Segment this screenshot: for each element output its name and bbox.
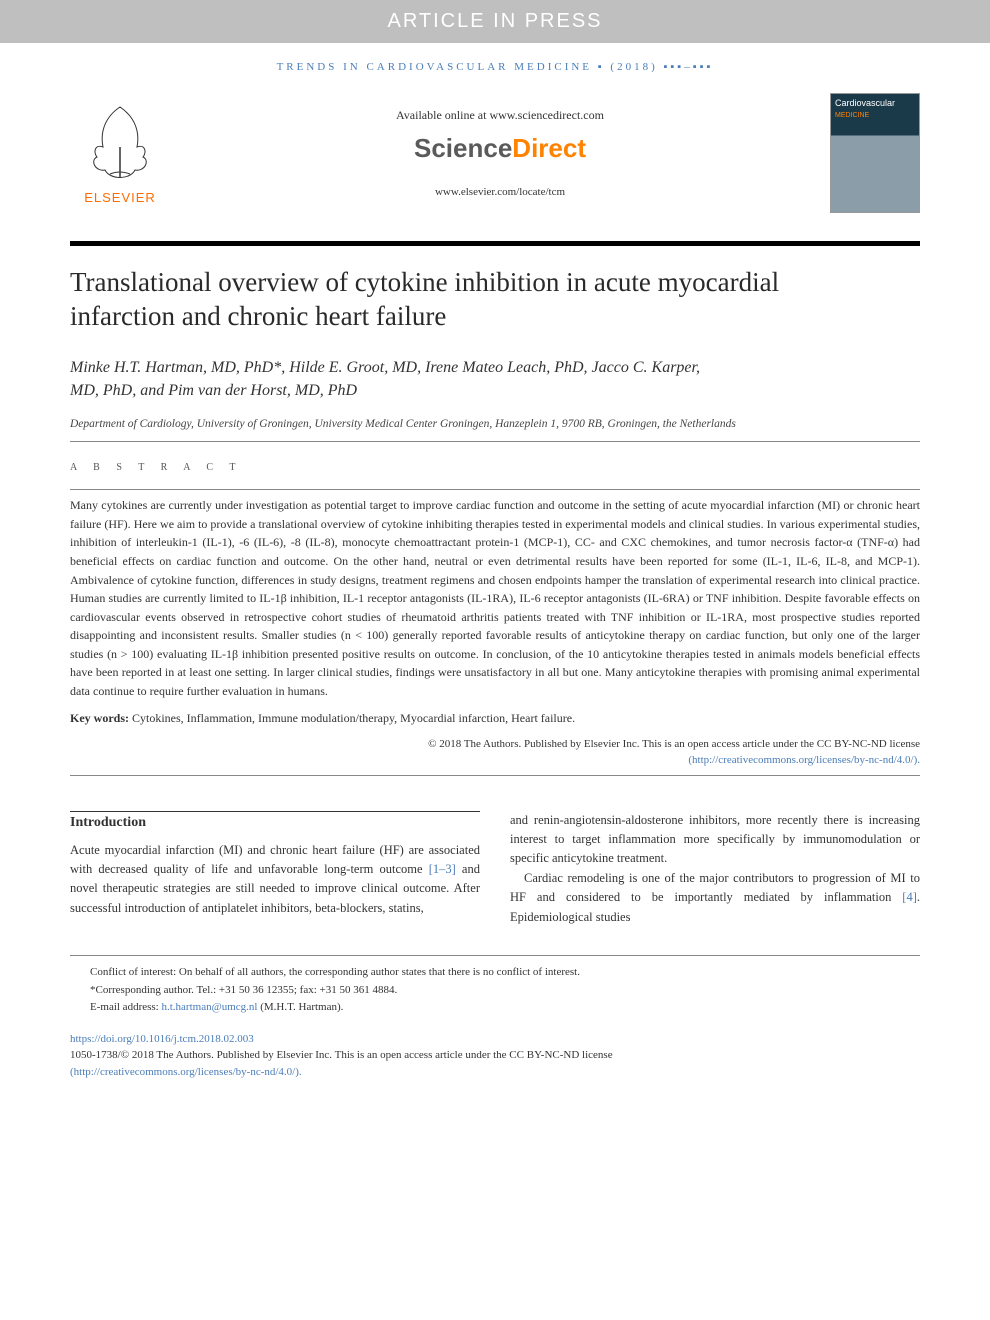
affiliation: Department of Cardiology, University of … <box>70 416 810 433</box>
sd-word-science: Science <box>414 133 512 163</box>
cover-title: Cardiovascular <box>831 94 919 112</box>
email-label: E-mail address: <box>90 1001 159 1013</box>
cover-subtitle: MEDICINE <box>831 112 919 119</box>
author-list: Minke H.T. Hartman, MD, PhD*, Hilde E. G… <box>70 356 710 402</box>
license-link-2[interactable]: (http://creativecommons.org/licenses/by-… <box>70 1066 302 1078</box>
intro-paragraph-2a: and renin-angiotensin-aldosterone inhibi… <box>510 811 920 869</box>
article-in-press-watermark: ARTICLE IN PRESS <box>0 0 990 43</box>
journal-cover-thumbnail[interactable]: Cardiovascular MEDICINE <box>830 93 920 213</box>
license-link[interactable]: (http://creativecommons.org/licenses/by-… <box>688 754 920 766</box>
email-link[interactable]: h.t.hartman@umcg.nl <box>161 1001 257 1013</box>
doi-link[interactable]: https://doi.org/10.1016/j.tcm.2018.02.00… <box>70 1033 254 1045</box>
corresponding-author-line: *Corresponding author. Tel.: +31 50 36 1… <box>70 982 920 1000</box>
copyright-text: © 2018 The Authors. Published by Elsevie… <box>428 738 920 750</box>
conflict-of-interest: Conflict of interest: On behalf of all a… <box>70 964 920 982</box>
copyright-block: © 2018 The Authors. Published by Elsevie… <box>70 736 920 769</box>
abstract-text: Many cytokines are currently under inves… <box>70 496 920 701</box>
keywords-list: Cytokines, Inflammation, Immune modulati… <box>132 711 575 725</box>
article-title: Translational overview of cytokine inhib… <box>70 266 810 334</box>
sd-word-direct: Direct <box>512 133 586 163</box>
rule <box>70 775 920 776</box>
citation-link[interactable]: [1–3] <box>429 862 456 876</box>
body-columns: Introduction Acute myocardial infarction… <box>70 811 920 927</box>
keywords-label: Key words: <box>70 711 129 725</box>
doi-block: https://doi.org/10.1016/j.tcm.2018.02.00… <box>70 1031 920 1081</box>
sciencedirect-logo[interactable]: ScienceDirect <box>170 133 830 164</box>
rule <box>70 489 920 490</box>
issn-copyright: 1050-1738/© 2018 The Authors. Published … <box>70 1049 613 1061</box>
email-line: E-mail address: h.t.hartman@umcg.nl (M.H… <box>70 999 920 1017</box>
rule <box>70 441 920 442</box>
elsevier-tree-icon <box>85 102 155 182</box>
corr-label: *Corresponding author. <box>90 984 194 996</box>
intro-paragraph-2b: Cardiac remodeling is one of the major c… <box>510 869 920 927</box>
footnotes: Conflict of interest: On behalf of all a… <box>70 955 920 1017</box>
intro-paragraph-1: Acute myocardial infarction (MI) and chr… <box>70 841 480 919</box>
email-paren: (M.H.T. Hartman). <box>260 1001 343 1013</box>
abstract-label: A B S T R A C T <box>70 448 920 483</box>
corr-contact: Tel.: +31 50 36 12355; fax: +31 50 361 4… <box>196 984 397 996</box>
elsevier-logo[interactable]: ELSEVIER <box>70 102 170 205</box>
section-heading-introduction: Introduction <box>70 811 480 831</box>
citation-link[interactable]: [4] <box>902 890 917 904</box>
available-online-text: Available online at www.sciencedirect.co… <box>170 108 830 123</box>
keywords: Key words: Cytokines, Inflammation, Immu… <box>70 711 920 726</box>
elsevier-wordmark: ELSEVIER <box>70 190 170 205</box>
journal-header: ELSEVIER Available online at www.science… <box>0 83 990 241</box>
journal-locate-url: www.elsevier.com/locate/tcm <box>170 186 830 198</box>
running-head: TRENDS IN CARDIOVASCULAR MEDICINE ▪ (201… <box>0 43 990 83</box>
